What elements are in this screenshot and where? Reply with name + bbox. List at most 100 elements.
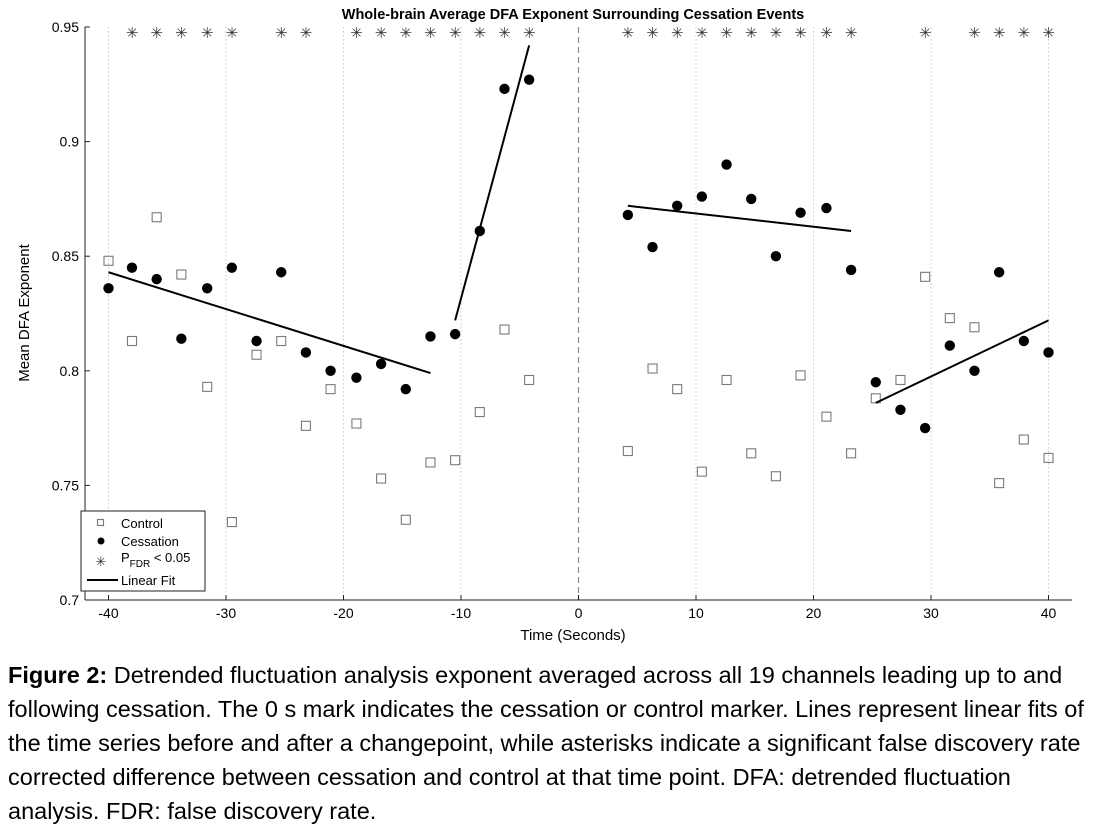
cessation-point [622,209,634,221]
cessation-point [425,331,436,342]
control-point [300,420,311,431]
significance-asterisk: ✳ [275,25,288,42]
control-point [176,269,187,280]
cessation-point [770,251,782,262]
x-tick-label: -10 [451,605,471,621]
control-point [400,514,411,525]
legend: Control Cessation ✳ PFDR < 0.05 Linear F… [80,510,206,592]
x-tick-label: 40 [1041,605,1057,621]
significance-asterisk: ✳ [968,25,981,42]
y-tick-label: 0.95 [52,19,79,35]
cessation-point [351,372,362,383]
control-point [969,322,980,333]
cessation-point [993,267,1005,278]
dfa-chart: -40 -30 -20 -10 0 10 20 30 40 0.7 0.75 0.8 0.85 0.9 0.… [16,7,1072,644]
control-point [821,411,832,422]
significance-asterisk: ✳ [1042,25,1055,42]
cessation-point [696,191,708,202]
cessation-point [821,202,832,214]
cessation-point [251,335,262,347]
significance-asterisk: ✳ [226,25,239,42]
control-point [721,374,732,386]
cessation-point [176,333,187,344]
chart-title: Whole-brain Average DFA Exponent Surroun… [342,7,804,23]
significance-asterisk: ✳ [622,25,635,42]
legend-fit-label: Linear Fit [121,573,176,588]
x-axis-label: Time (Seconds) [520,627,625,644]
cessation-point [325,365,336,376]
x-tick-label: 0 [575,605,583,621]
cessation-point [276,267,287,278]
control-point [846,448,857,459]
cessation-point [523,74,535,85]
cessation-series [103,74,1054,434]
caption-text: Detrended fluctuation analysis exponent … [8,662,1084,824]
cessation-point [375,358,387,370]
control-point [1018,434,1029,445]
legend-cessation-label: Cessation [121,534,179,549]
control-point [672,384,683,395]
gridlines [108,27,1049,600]
cessation-point [672,200,683,211]
cessation-point [151,273,162,285]
control-point [103,255,114,266]
control-point [770,471,781,482]
significance-asterisk: ✳ [175,25,188,42]
axes: -40 -30 -20 -10 0 10 20 30 40 0.7 0.75 0.8 0.85 0.9 0.… [52,19,1072,621]
cessation-point [746,193,757,205]
control-point [994,478,1005,489]
significance-asterisk: ✳ [820,25,833,42]
y-tick-label: 0.75 [52,477,79,493]
control-series [103,212,1054,528]
legend-p-text: P [121,550,130,565]
control-point [795,370,806,381]
control-point [376,473,387,484]
control-point [151,212,162,223]
linear-fit-line [108,271,431,375]
figure-caption: Figure 2: Detrended fluctuation analysis… [8,658,1100,828]
control-point [474,407,485,418]
control-point [226,517,237,528]
control-point [325,384,336,395]
significance-asterisk: ✳ [1018,25,1031,42]
significance-asterisk: ✳ [794,25,807,42]
cessation-point [300,347,312,358]
y-tick-label: 0.8 [60,363,80,379]
control-point [895,374,906,386]
x-tick-label: 20 [806,605,822,621]
significance-asterisk: ✳ [696,25,709,42]
control-point [499,324,510,335]
cessation-point [126,262,138,273]
significance-asterisk: ✳ [449,25,462,42]
caption-label: Figure 2: [8,662,108,688]
significance-asterisk: ✳ [399,25,412,42]
significance-asterisk: ✳ [745,25,758,42]
x-tick-label: -40 [98,605,118,621]
significance-markers: ✳ ✳ ✳ ✳ ✳ ✳ ✳ ✳ ✳ ✳ ✳ ✳ ✳ ✳ ✳ ✳ ✳ ✳ ✳ ✳ ✳ ✳ ✳ ✳ ✳ ✳ ✳ ✳ ✳ ✳ [126,25,1055,42]
significance-asterisk: ✳ [300,25,313,42]
control-point [251,349,262,360]
linear-fit-line [875,319,1049,404]
control-point [920,271,931,282]
legend-fdr-subscript: FDR [130,559,151,570]
significance-asterisk: ✳ [424,25,437,42]
legend-cessation-marker [97,537,105,545]
y-tick-label: 0.7 [60,592,80,608]
significance-asterisk: ✳ [993,25,1006,42]
cessation-point [845,264,857,276]
cessation-point [1043,347,1054,358]
linear-fits [108,45,1049,404]
x-tick-label: 10 [688,605,704,621]
control-point [1043,452,1054,463]
x-tick-label: -30 [216,605,236,621]
significance-asterisk: ✳ [201,25,214,42]
significance-asterisk: ✳ [770,25,783,42]
significance-asterisk: ✳ [671,25,684,42]
significance-asterisk: ✳ [845,25,858,42]
x-tick-label: 30 [923,605,939,621]
legend-control-label: Control [121,516,163,531]
significance-asterisk: ✳ [150,25,163,42]
cessation-point [895,404,906,415]
linear-fit-line [627,204,852,232]
cessation-point [449,328,461,340]
